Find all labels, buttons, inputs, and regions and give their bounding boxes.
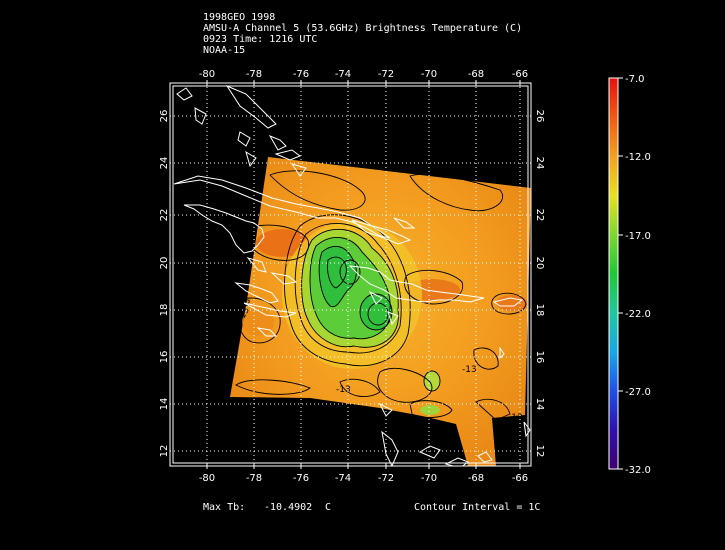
lat-left-18: 18 <box>159 304 170 317</box>
lat-right-24: 24 <box>534 157 545 170</box>
lat-left-12: 12 <box>159 445 170 458</box>
lon-top-74: -74 <box>335 69 351 80</box>
max-tb-unit: C <box>325 502 332 513</box>
lat-right-22: 22 <box>534 209 545 222</box>
colorbar-label-1: -7.0 <box>625 74 645 85</box>
lat-left-20: 20 <box>159 257 170 270</box>
lat-right-20: 20 <box>534 257 545 270</box>
max-tb-label: Max Tb: <box>203 502 246 513</box>
lon-top-68: -68 <box>468 69 484 80</box>
colorbar-label-6: -32.0 <box>625 465 651 476</box>
lon-bottom-70: -70 <box>421 473 437 484</box>
lat-right-14: 14 <box>534 398 545 411</box>
warm-patch-cuba <box>256 229 308 257</box>
colorbar-label-3: -17.0 <box>625 231 651 242</box>
lon-top-78: -78 <box>246 69 262 80</box>
lat-left-26: 26 <box>159 110 170 123</box>
lon-bottom-68: -68 <box>468 473 484 484</box>
colorbar-label-2: -12.0 <box>625 152 651 163</box>
colorbar-label-4: -22.0 <box>625 309 651 320</box>
lat-left-24: 24 <box>159 157 170 170</box>
lon-top-72: -72 <box>378 69 394 80</box>
lon-bottom-78: -78 <box>246 473 262 484</box>
colorbar-ticks <box>618 77 623 470</box>
lat-right-26: 26 <box>534 110 545 123</box>
lat-right-16: 16 <box>534 351 545 364</box>
temperature-field <box>230 157 531 466</box>
lat-left-14: 14 <box>159 398 170 411</box>
tick-marks <box>206 80 521 469</box>
lon-top-80: -80 <box>199 69 215 80</box>
cold-spot-south <box>424 371 440 391</box>
colorbar-label-5: -27.0 <box>625 387 651 398</box>
lon-bottom-76: -76 <box>293 473 309 484</box>
colorbar-scale <box>608 77 619 470</box>
lon-top-70: -70 <box>421 69 437 80</box>
map-frame-inner <box>172 85 529 464</box>
max-tb-value: -10.4902 <box>264 502 313 513</box>
graticule <box>170 83 531 466</box>
cold-core-south <box>360 294 392 330</box>
contour-label-3: -13 <box>462 365 477 375</box>
lon-top-66: -66 <box>512 69 528 80</box>
lat-right-18: 18 <box>534 304 545 317</box>
lat-left-16: 16 <box>159 351 170 364</box>
contour-label-4: -12 <box>236 299 251 309</box>
lon-bottom-80: -80 <box>199 473 215 484</box>
cold-core-inner <box>319 246 357 307</box>
contour-label-5: -13 <box>508 413 523 423</box>
lon-bottom-66: -66 <box>512 473 528 484</box>
map-frame-outer <box>169 82 532 467</box>
lat-right-12: 12 <box>534 445 545 458</box>
lon-bottom-74: -74 <box>335 473 351 484</box>
contour-interval-label: Contour Interval = 1C <box>414 502 541 513</box>
lat-left-22: 22 <box>159 209 170 222</box>
contour-label-2: -13 <box>336 385 351 395</box>
coastlines <box>173 84 531 466</box>
header-line-3: 0923 Time: 1216 UTC <box>203 34 318 45</box>
lon-bottom-72: -72 <box>378 473 394 484</box>
header-line-4: NOAA-15 <box>203 45 246 56</box>
cold-spot-bottom <box>420 405 440 415</box>
header-line-1: 1998GEO 1998 <box>203 12 276 23</box>
lon-top-76: -76 <box>293 69 309 80</box>
header-line-2: AMSU-A Channel 5 (53.6GHz) Brightness Te… <box>203 23 523 34</box>
